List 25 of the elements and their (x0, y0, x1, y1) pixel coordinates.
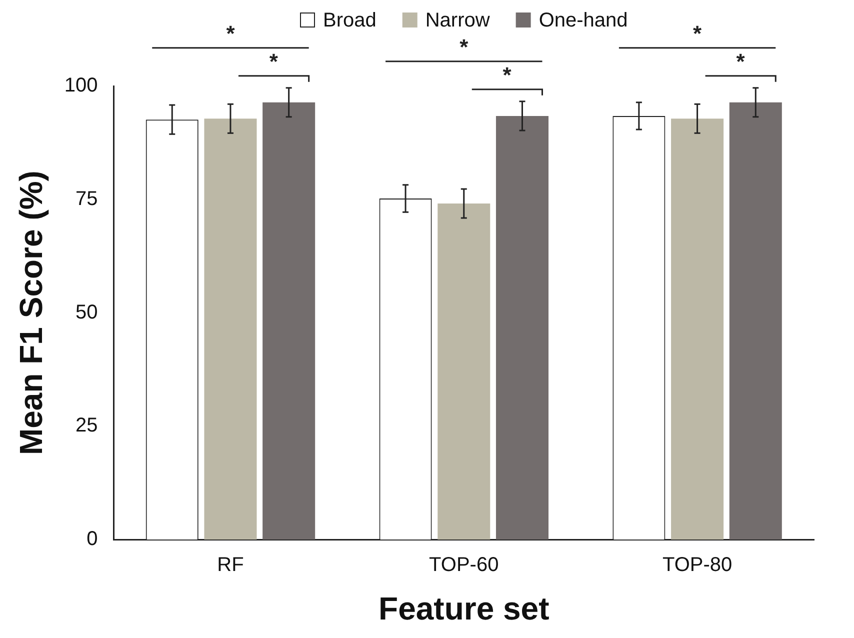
text: * (269, 48, 278, 74)
x-tick-label: TOP-80 (662, 554, 732, 576)
y-axis-title: Mean F1 Score (%) (13, 170, 50, 456)
annotation: * (502, 62, 512, 88)
bar (496, 116, 548, 540)
bar (729, 102, 782, 540)
y-tick-label: 50 (76, 301, 98, 324)
y-tick-label: 25 (76, 414, 98, 437)
legend-label: One-hand (538, 10, 628, 32)
y-tick-label: 0 (86, 528, 98, 550)
y-tick-label: 75 (76, 188, 98, 210)
text: * (226, 20, 236, 46)
bar (262, 102, 316, 540)
text: * (460, 34, 469, 60)
bar (671, 118, 724, 540)
legend-label: Narrow (425, 10, 490, 32)
text: * (736, 48, 746, 74)
y-tick-label: 100 (64, 74, 98, 97)
bar (438, 203, 490, 540)
x-axis-title: Feature set (378, 590, 550, 627)
x-tick-label: TOP-60 (429, 554, 499, 576)
bar (204, 118, 257, 540)
legend-label: Broad (322, 10, 376, 32)
x-tick-label: RF (217, 554, 244, 576)
text: * (693, 20, 702, 46)
